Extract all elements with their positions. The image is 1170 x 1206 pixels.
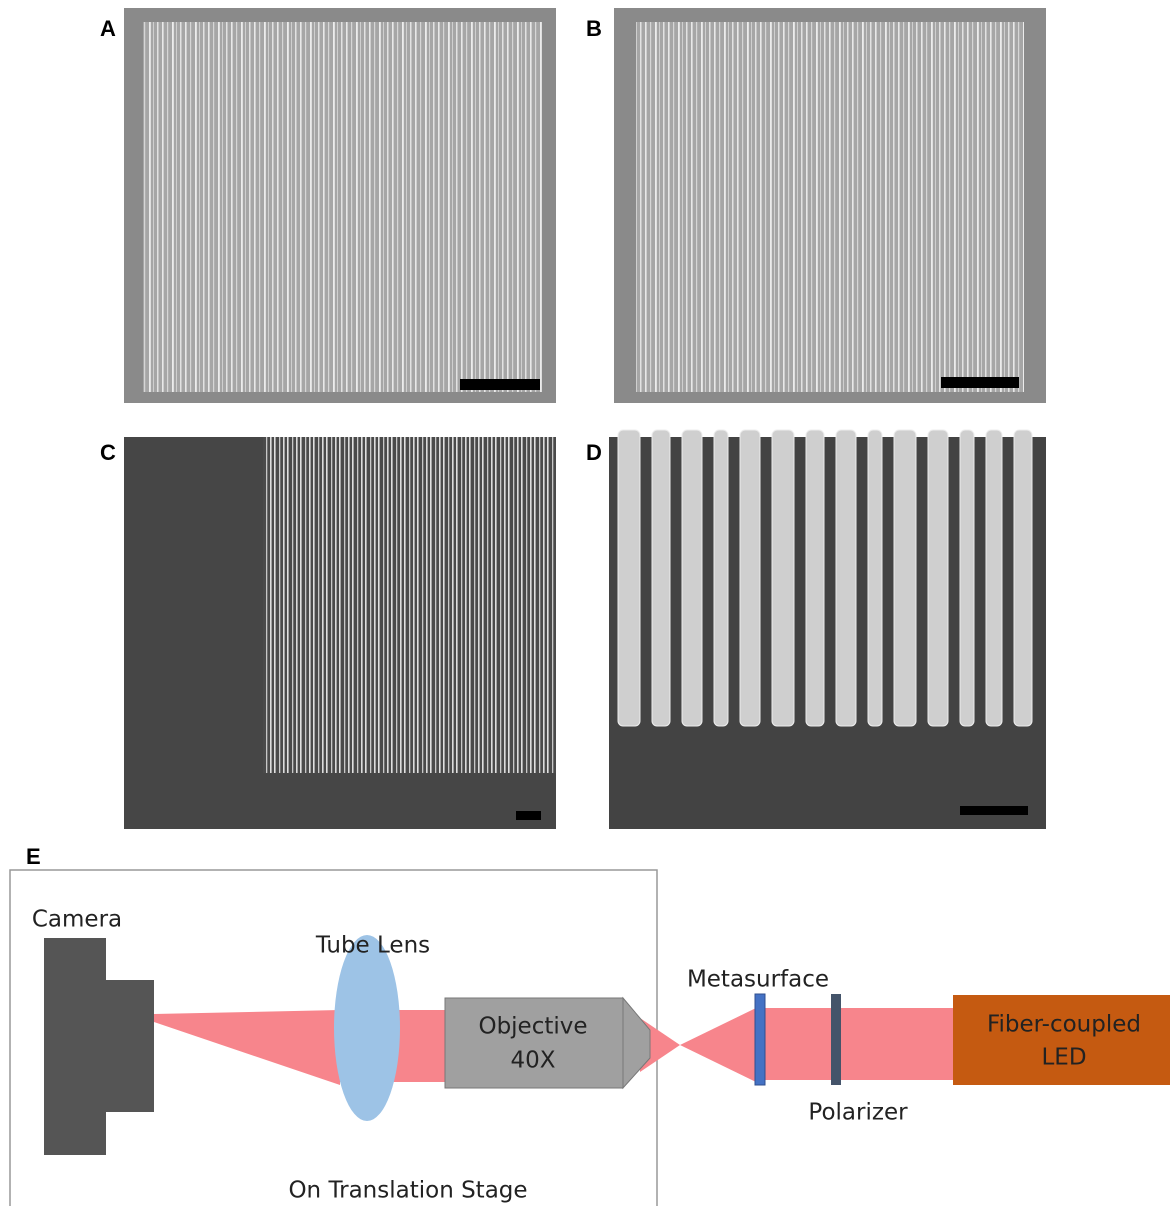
pillar <box>682 430 702 726</box>
pillar <box>894 430 916 726</box>
sem-image-d <box>609 430 1046 829</box>
pillar <box>1014 430 1032 726</box>
camera <box>44 938 154 1155</box>
pillar <box>652 430 670 726</box>
panel-label: B <box>586 16 602 41</box>
pillar <box>986 430 1002 726</box>
polarizer <box>831 994 841 1085</box>
tube-lens <box>334 935 400 1121</box>
figure: A B C D E Camera Tube Lens Objectiv <box>0 0 1170 1206</box>
label: LED <box>1041 1045 1086 1071</box>
pillar <box>868 430 882 726</box>
pillar <box>928 430 948 726</box>
scale-bar <box>960 806 1028 815</box>
objective <box>445 998 650 1088</box>
panel-label: C <box>100 440 116 465</box>
label: Polarizer <box>808 1100 908 1126</box>
panel-label: E <box>26 844 41 869</box>
pillar <box>806 430 824 726</box>
led <box>953 995 1170 1085</box>
label: Fiber-coupled <box>987 1012 1141 1038</box>
label: 40X <box>510 1048 555 1074</box>
sem-image-b <box>614 8 1046 403</box>
panel-label: A <box>100 16 116 41</box>
pillar <box>740 430 760 726</box>
label: Camera <box>32 907 122 933</box>
pillar <box>960 430 974 726</box>
pillar <box>618 430 640 726</box>
metasurface <box>755 994 765 1085</box>
pillar <box>714 430 728 726</box>
label: On Translation Stage <box>288 1178 527 1204</box>
pillar <box>772 430 794 726</box>
label: Metasurface <box>687 967 829 993</box>
sem-image-a <box>124 8 556 403</box>
sem-image-c <box>124 437 556 829</box>
pillar <box>836 430 856 726</box>
label: Objective <box>478 1014 587 1040</box>
panel-label: D <box>586 440 602 465</box>
label: Tube Lens <box>315 933 430 959</box>
